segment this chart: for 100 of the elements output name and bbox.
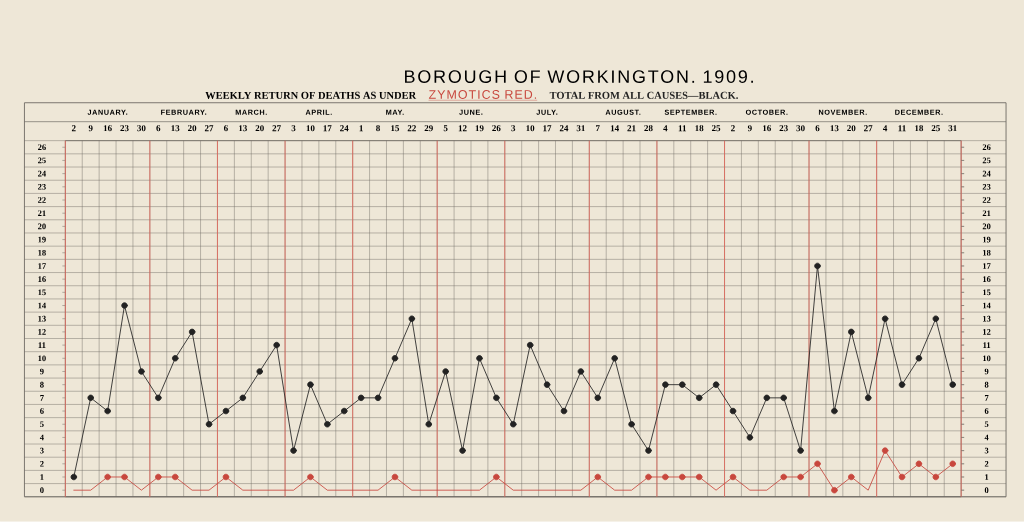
x-tick-label: 21 <box>627 125 636 132</box>
point <box>915 460 923 468</box>
point <box>831 487 838 494</box>
y-tick-label: 10 <box>38 355 46 362</box>
point <box>155 473 162 481</box>
point <box>104 407 111 415</box>
x-tick-label: 2 <box>731 125 735 132</box>
x-tick-label: 24 <box>559 125 569 132</box>
point <box>662 381 669 389</box>
y2-tick-label: 3 <box>984 447 989 454</box>
point <box>797 447 804 454</box>
x-tick-label: 27 <box>864 125 873 132</box>
point <box>391 355 399 362</box>
y2-tick-label: 21 <box>982 210 991 217</box>
point <box>594 394 601 402</box>
point <box>357 394 365 402</box>
y-tick-label: 3 <box>40 447 44 454</box>
y-tick-label: 1 <box>40 474 44 480</box>
point <box>121 302 128 309</box>
point <box>898 381 906 389</box>
y-tick-label: 18 <box>38 250 46 256</box>
x-tick-label: 25 <box>931 125 940 132</box>
y2-tick-label: 0 <box>984 487 989 494</box>
y-tick-label: 17 <box>38 263 46 269</box>
point <box>171 473 179 481</box>
point <box>70 473 78 481</box>
x-tick-label: 13 <box>239 125 247 132</box>
point <box>222 473 230 481</box>
y2-tick-label: 26 <box>982 144 991 151</box>
y2-tick-label: 22 <box>982 197 991 203</box>
point <box>374 394 382 402</box>
x-tick-label: 8 <box>376 125 380 132</box>
y-tick-label: 22 <box>38 197 46 203</box>
point <box>526 342 534 349</box>
x-tick-label: 24 <box>340 125 349 132</box>
point <box>138 368 145 375</box>
x-tick-label: 25 <box>711 125 721 132</box>
point <box>442 368 449 375</box>
x-tick-label: 29 <box>424 125 433 132</box>
y2-tick-label: 20 <box>982 223 991 230</box>
point <box>239 394 247 402</box>
x-tick-label: 11 <box>678 125 687 132</box>
x-tick-label: 13 <box>830 125 839 132</box>
y-tick-label: 26 <box>38 144 46 151</box>
x-tick-label: 3 <box>291 125 296 132</box>
x-tick-label: 5 <box>443 125 448 132</box>
x-tick-label: 23 <box>120 125 129 132</box>
x-tick-label: 9 <box>747 125 752 132</box>
y-tick-label: 16 <box>38 276 46 283</box>
point <box>425 421 432 428</box>
x-tick-label: 18 <box>695 125 704 132</box>
point <box>932 473 940 481</box>
y-tick-label: 13 <box>38 316 46 322</box>
y-tick-label: 8 <box>40 381 44 388</box>
y2-tick-label: 24 <box>982 170 991 177</box>
x-tick-label: 2 <box>71 125 76 132</box>
point <box>848 473 855 481</box>
x-tick-label: 30 <box>137 125 146 132</box>
y2-tick-label: 14 <box>983 302 991 309</box>
point <box>408 315 416 323</box>
point <box>662 473 669 481</box>
point <box>780 394 787 402</box>
x-tick-label: 16 <box>103 125 112 132</box>
point <box>746 434 754 441</box>
y2-tick-label: 13 <box>983 316 991 322</box>
point <box>510 421 517 428</box>
y2-tick-label: 1 <box>985 474 989 480</box>
point <box>459 447 466 454</box>
point <box>324 421 331 428</box>
y2-tick-label: 2 <box>984 461 989 467</box>
x-tick-label: 23 <box>779 125 788 132</box>
y-tick-label: 11 <box>38 342 46 349</box>
y-tick-label: 24 <box>38 170 46 177</box>
point <box>577 368 585 375</box>
x-tick-label: 19 <box>475 125 484 132</box>
x-tick-label: 6 <box>815 125 820 132</box>
point <box>763 394 770 402</box>
point <box>290 447 297 454</box>
point <box>155 394 162 402</box>
x-tick-label: 17 <box>323 125 332 132</box>
point <box>476 355 483 362</box>
x-tick-label: 31 <box>576 125 585 132</box>
point <box>493 473 500 481</box>
point <box>831 407 838 415</box>
y2-tick-label: 25 <box>982 157 991 164</box>
x-tick-label: 14 <box>610 125 619 132</box>
point <box>611 355 618 362</box>
point <box>729 473 737 481</box>
point <box>915 355 923 362</box>
point <box>391 473 399 481</box>
x-tick-label: 6 <box>156 125 161 132</box>
point <box>848 328 855 336</box>
x-tick-label: 20 <box>847 125 856 132</box>
x-tick-label: 20 <box>187 125 197 132</box>
y2-tick-label: 5 <box>984 421 989 428</box>
point <box>628 421 635 428</box>
y-tick-label: 9 <box>40 368 44 375</box>
x-tick-label: 3 <box>511 125 516 132</box>
text: ZYMOTICS RED. <box>428 90 537 100</box>
point <box>864 394 872 402</box>
